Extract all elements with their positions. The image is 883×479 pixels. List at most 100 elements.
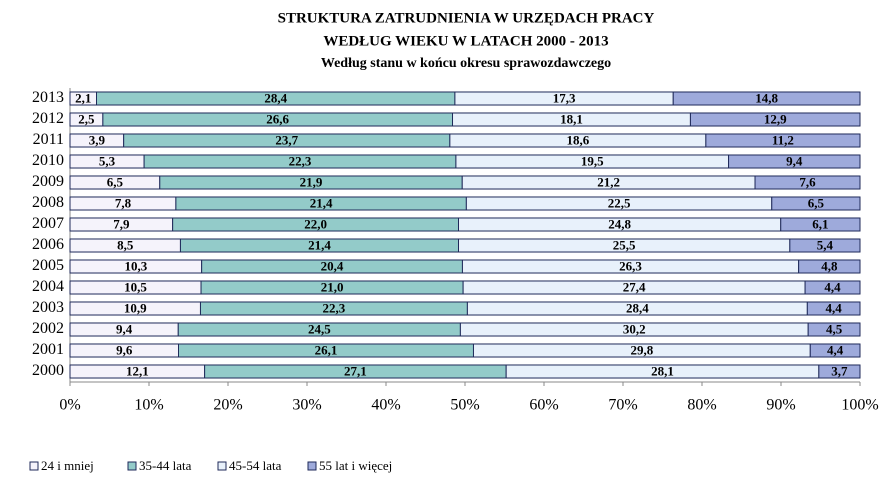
value-label: 27,4 xyxy=(623,279,646,294)
legend-label: 24 i mniej xyxy=(41,458,94,473)
value-label: 6,5 xyxy=(808,195,825,210)
value-label: 18,1 xyxy=(560,111,583,126)
value-label: 4,8 xyxy=(821,258,838,273)
y-tick-label: 2002 xyxy=(32,320,64,337)
x-tick-label: 70% xyxy=(608,397,637,414)
y-tick-label: 2008 xyxy=(32,194,64,211)
x-tick-label: 50% xyxy=(450,397,479,414)
value-label: 26,3 xyxy=(619,258,642,273)
value-label: 22,3 xyxy=(323,300,346,315)
bar-segment xyxy=(672,91,861,106)
chart-subtitle: Według stanu w końcu okresu sprawozdawcz… xyxy=(321,56,611,71)
legend-label: 45-54 lata xyxy=(229,458,282,473)
legend-label: 55 lat i więcej xyxy=(319,458,392,473)
value-label: 7,9 xyxy=(113,216,130,231)
bar-segment xyxy=(728,154,861,169)
x-tick-label: 40% xyxy=(371,397,400,414)
value-label: 3,7 xyxy=(831,363,848,378)
bar-segment xyxy=(771,196,861,211)
x-tick-label: 0% xyxy=(59,397,80,414)
value-label: 24,8 xyxy=(608,216,631,231)
y-tick-label: 2010 xyxy=(32,152,64,169)
y-tick-label: 2007 xyxy=(32,215,64,232)
value-label: 17,3 xyxy=(553,90,576,105)
bar-segment xyxy=(705,133,861,148)
value-label: 24,5 xyxy=(308,321,331,336)
value-label: 5,3 xyxy=(99,153,116,168)
legend-label: 35-44 lata xyxy=(139,458,192,473)
value-label: 11,2 xyxy=(772,132,794,147)
y-tick-label: 2003 xyxy=(32,299,64,316)
value-label: 10,9 xyxy=(124,300,147,315)
value-label: 12,1 xyxy=(126,363,149,378)
bar-segment xyxy=(798,259,861,274)
bar-segment xyxy=(780,217,861,232)
x-tick-label: 20% xyxy=(213,397,242,414)
chart-title: STRUKTURA ZATRUDNIENIA W URZĘDACH PRACY xyxy=(278,10,655,26)
value-label: 22,5 xyxy=(608,195,631,210)
y-tick-label: 2012 xyxy=(32,110,64,127)
y-tick-label: 2006 xyxy=(32,236,64,253)
value-label: 7,8 xyxy=(115,195,132,210)
x-tick-label: 90% xyxy=(766,397,795,414)
value-label: 18,6 xyxy=(566,132,589,147)
legend-swatch xyxy=(217,461,227,471)
value-label: 28,4 xyxy=(626,300,649,315)
bar-segment xyxy=(804,280,861,295)
bar-segment xyxy=(789,238,861,253)
bar-segment xyxy=(689,112,861,127)
x-tick-label: 80% xyxy=(687,397,716,414)
value-label: 25,5 xyxy=(613,237,636,252)
value-label: 27,1 xyxy=(344,363,367,378)
value-label: 30,2 xyxy=(623,321,646,336)
value-label: 28,4 xyxy=(264,90,287,105)
value-label: 26,6 xyxy=(266,111,289,126)
value-label: 26,1 xyxy=(315,342,338,357)
bar-segment xyxy=(818,364,861,379)
value-label: 21,4 xyxy=(310,195,333,210)
bar-segment xyxy=(806,301,861,316)
value-label: 21,9 xyxy=(300,174,323,189)
value-label: 3,9 xyxy=(89,132,106,147)
value-label: 9,4 xyxy=(786,153,803,168)
x-tick-label: 60% xyxy=(529,397,558,414)
value-label: 10,3 xyxy=(124,258,147,273)
legend-swatch xyxy=(127,461,137,471)
value-label: 19,5 xyxy=(581,153,604,168)
value-label: 9,6 xyxy=(116,342,133,357)
bar-segment xyxy=(754,175,861,190)
value-label: 21,0 xyxy=(321,279,344,294)
legend-swatch xyxy=(307,461,317,471)
value-label: 23,7 xyxy=(275,132,298,147)
value-label: 6,5 xyxy=(107,174,124,189)
y-tick-label: 2011 xyxy=(33,131,64,148)
value-label: 8,5 xyxy=(117,237,134,252)
value-label: 14,8 xyxy=(755,90,778,105)
x-tick-label: 100% xyxy=(841,397,878,414)
value-label: 29,8 xyxy=(630,342,653,357)
y-tick-label: 2001 xyxy=(32,341,64,358)
value-label: 6,1 xyxy=(812,216,828,231)
value-label: 20,4 xyxy=(321,258,344,273)
value-label: 10,5 xyxy=(124,279,147,294)
value-label: 4,4 xyxy=(824,279,841,294)
value-label: 2,5 xyxy=(78,111,95,126)
y-tick-label: 2004 xyxy=(32,278,64,295)
value-label: 22,0 xyxy=(304,216,327,231)
value-label: 28,1 xyxy=(651,363,674,378)
chart-title: WEDŁUG WIEKU W LATACH 2000 - 2013 xyxy=(323,33,608,49)
bar-segment xyxy=(809,343,861,358)
value-label: 21,4 xyxy=(308,237,331,252)
value-label: 9,4 xyxy=(116,321,133,336)
value-label: 22,3 xyxy=(289,153,312,168)
bar-segment xyxy=(807,322,861,337)
y-tick-label: 2000 xyxy=(32,362,64,379)
x-tick-label: 30% xyxy=(292,397,321,414)
value-label: 5,4 xyxy=(817,237,834,252)
x-tick-label: 10% xyxy=(134,397,163,414)
legend-swatch xyxy=(29,461,39,471)
value-label: 4,4 xyxy=(827,342,844,357)
value-label: 7,6 xyxy=(799,174,816,189)
y-tick-label: 2005 xyxy=(32,257,64,274)
